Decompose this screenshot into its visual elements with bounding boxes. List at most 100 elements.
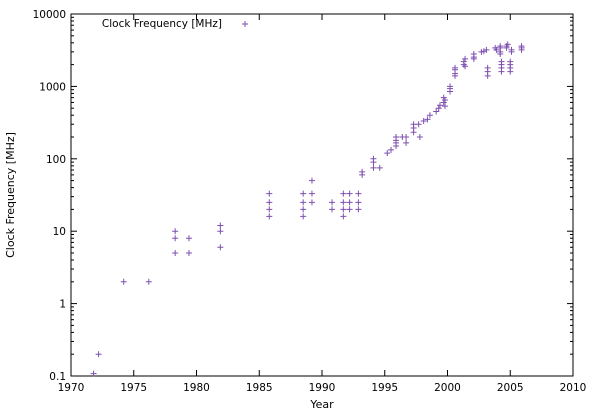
- data-point: [120, 278, 127, 285]
- data-point: [300, 190, 307, 197]
- data-point: [507, 58, 514, 65]
- data-point: [95, 351, 102, 358]
- x-tick-label: 1975: [120, 382, 147, 394]
- data-point: [308, 177, 315, 184]
- data-point: [346, 199, 353, 206]
- data-point: [217, 222, 224, 229]
- data-point: [452, 64, 459, 71]
- data-point: [329, 199, 336, 206]
- x-tick-label: 1970: [58, 382, 85, 394]
- data-point: [266, 213, 273, 220]
- data-point: [393, 143, 400, 150]
- data-point: [266, 190, 273, 197]
- x-tick-label: 1985: [246, 382, 273, 394]
- data-point: [498, 58, 505, 65]
- data-point: [384, 150, 391, 157]
- data-point: [518, 43, 525, 50]
- data-point: [388, 146, 395, 153]
- data-point: [470, 55, 477, 62]
- data-point: [508, 48, 515, 55]
- y-tick-label: 100: [46, 154, 66, 166]
- data-point: [424, 116, 431, 123]
- data-point: [90, 370, 97, 377]
- data-point: [433, 108, 440, 115]
- x-tick-label: 1980: [183, 382, 210, 394]
- data-point: [436, 102, 443, 109]
- data-point: [403, 139, 410, 146]
- legend-marker: [242, 21, 248, 27]
- data-point: [346, 190, 353, 197]
- data-point: [493, 46, 500, 53]
- x-tick-label: 2005: [497, 382, 524, 394]
- data-point: [340, 206, 347, 213]
- x-tick-label: 2010: [560, 382, 587, 394]
- y-tick-label: 0.1: [49, 371, 66, 383]
- y-tick-label: 1000: [39, 81, 66, 93]
- data-point: [300, 206, 307, 213]
- data-point: [266, 206, 273, 213]
- data-point: [300, 199, 307, 206]
- data-point: [346, 206, 353, 213]
- data-point: [370, 164, 377, 171]
- plot-area: [70, 13, 574, 377]
- data-point: [217, 228, 224, 235]
- data-point: [172, 249, 179, 256]
- data-point: [426, 112, 433, 119]
- data-point: [452, 72, 459, 79]
- data-point: [504, 41, 511, 48]
- data-point: [359, 171, 366, 178]
- data-point: [441, 96, 448, 103]
- data-point: [340, 199, 347, 206]
- axis-ticks: 1970 1975 1980 1985 1990 1995 2000 2005 2010 0.1 1…: [33, 9, 587, 394]
- data-point: [217, 244, 224, 251]
- data-point: [355, 190, 362, 197]
- data-point: [416, 134, 423, 141]
- legend-marker-symbol: [242, 21, 248, 27]
- data-point: [355, 206, 362, 213]
- y-axis-label: Clock Frequency [MHz]: [4, 132, 17, 258]
- data-point: [480, 48, 487, 55]
- data-point: [498, 68, 505, 75]
- data-point: [460, 58, 467, 65]
- data-point: [447, 88, 454, 95]
- y-tick-label: 1: [59, 299, 66, 311]
- data-point: [462, 55, 469, 62]
- data-point: [410, 129, 417, 136]
- data-point: [172, 228, 179, 235]
- data-point: [441, 103, 448, 110]
- data-point: [185, 235, 192, 242]
- data-point: [497, 48, 504, 55]
- data-point: [355, 199, 362, 206]
- data-point: [483, 46, 490, 53]
- legend-label: Clock Frequency [MHz]: [102, 18, 222, 30]
- data-point: [462, 63, 469, 70]
- legend: Clock Frequency [MHz]: [102, 18, 248, 30]
- data-point: [308, 199, 315, 206]
- data-point: [484, 72, 491, 79]
- data-point: [415, 121, 422, 128]
- data-marks: [90, 41, 525, 377]
- data-point: [185, 249, 192, 256]
- data-point: [435, 105, 442, 112]
- data-point: [308, 190, 315, 197]
- data-point: [329, 206, 336, 213]
- x-tick-label: 1995: [371, 382, 398, 394]
- data-point: [484, 64, 491, 71]
- x-tick-label: 2000: [434, 382, 461, 394]
- data-point: [300, 213, 307, 220]
- data-point: [376, 164, 383, 171]
- data-point: [370, 159, 377, 166]
- data-point: [172, 235, 179, 242]
- data-point: [478, 48, 485, 55]
- data-point: [420, 117, 427, 124]
- x-axis-label: Year: [309, 398, 334, 411]
- data-point: [340, 213, 347, 220]
- y-tick-label: 10000: [33, 9, 66, 21]
- y-tick-label: 10: [53, 226, 66, 238]
- data-point: [266, 199, 273, 206]
- data-point: [507, 68, 514, 75]
- data-point: [403, 134, 410, 141]
- data-point: [145, 278, 152, 285]
- data-point: [340, 190, 347, 197]
